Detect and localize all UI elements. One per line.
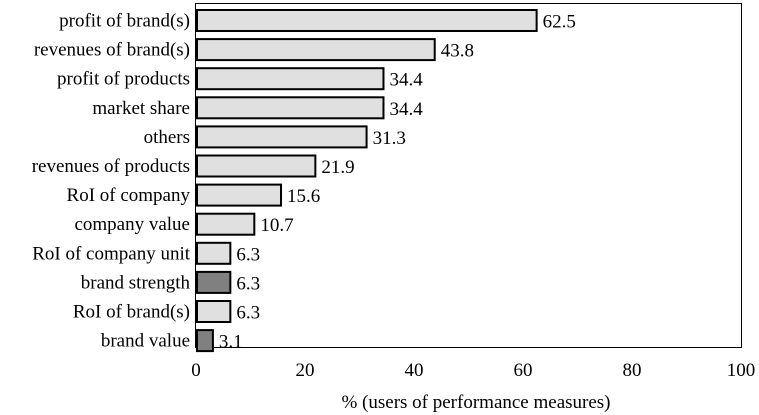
category-label: revenues of brand(s) — [34, 40, 190, 61]
bar — [196, 183, 283, 207]
value-label: 34.4 — [389, 99, 423, 120]
value-label: 31.3 — [373, 128, 406, 149]
category-label: RoI of company — [67, 185, 191, 206]
value-labels: 62.543.834.434.431.321.915.610.76.36.36.… — [219, 12, 576, 353]
bar — [196, 38, 436, 62]
category-label: company value — [74, 214, 190, 235]
category-labels: profit of brand(s) revenues of brand(s) pr… — [32, 11, 191, 352]
category-label: RoI of company unit — [32, 243, 191, 264]
value-label: 6.3 — [236, 273, 260, 294]
bar — [196, 67, 385, 91]
bar — [196, 241, 232, 265]
category-label: profit of products — [57, 69, 190, 90]
bar — [196, 154, 317, 178]
x-tick-label: 60 — [514, 360, 533, 381]
bar — [196, 329, 214, 353]
bar — [196, 300, 232, 323]
value-label: 3.1 — [219, 332, 243, 353]
category-label: others — [144, 127, 190, 148]
value-label: 6.3 — [236, 303, 260, 324]
category-label: brand strength — [81, 272, 191, 293]
x-axis-title: % (users of performance measures) — [341, 392, 610, 413]
value-label: 62.5 — [543, 12, 576, 33]
value-label: 34.4 — [389, 70, 423, 91]
category-label: brand value — [101, 331, 190, 352]
x-tick-label: 40 — [405, 360, 424, 381]
x-tick-label: 100 — [727, 360, 756, 381]
value-label: 21.9 — [321, 157, 354, 178]
x-tick-label: 0 — [191, 360, 201, 381]
value-label: 15.6 — [287, 186, 320, 207]
category-label: market share — [92, 98, 190, 119]
bars-group — [196, 9, 538, 353]
bar — [196, 9, 538, 32]
bar — [196, 212, 256, 236]
category-label: revenues of products — [32, 156, 190, 177]
x-tick-label: 80 — [623, 360, 642, 381]
category-label: RoI of brand(s) — [73, 302, 190, 323]
bar — [196, 96, 385, 120]
value-label: 43.8 — [441, 41, 474, 62]
x-axis-ticks: 0 20 40 60 80 100 — [191, 360, 755, 381]
bar — [196, 125, 368, 149]
x-tick-label: 20 — [296, 360, 315, 381]
value-label: 10.7 — [260, 215, 293, 236]
category-label: profit of brand(s) — [59, 11, 190, 32]
plot-frame — [195, 3, 742, 348]
value-label: 6.3 — [236, 244, 260, 265]
bar — [196, 270, 232, 294]
